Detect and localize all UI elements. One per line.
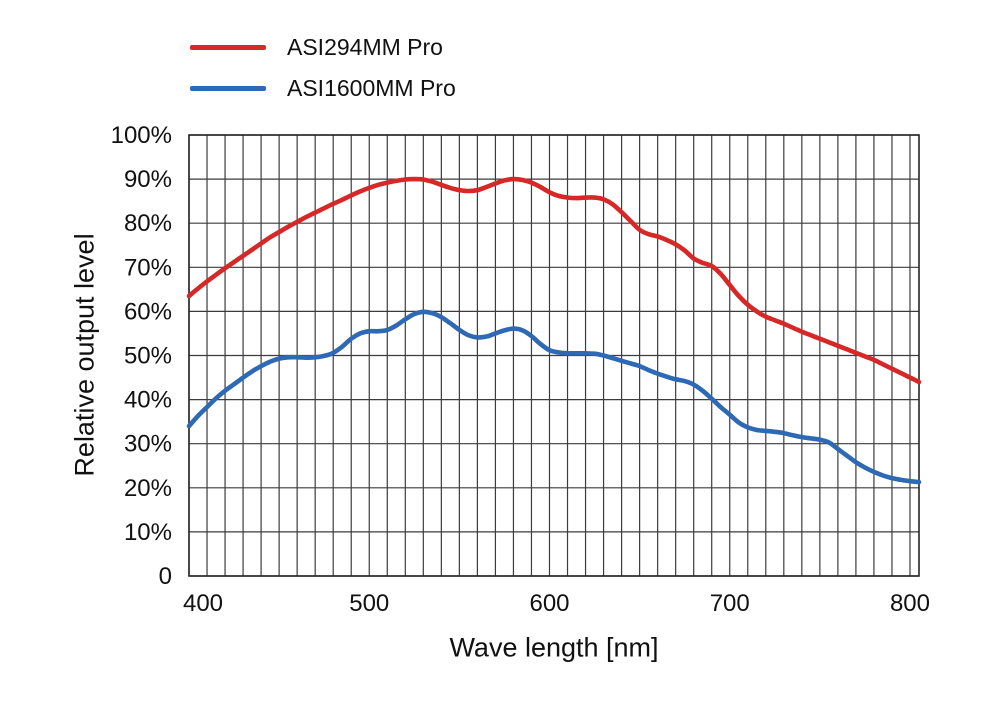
x-tick-label: 700 [710,590,750,617]
y-tick-label: 20% [124,475,172,502]
legend-label: ASI294MM Pro [287,34,443,60]
y-tick-label: 30% [124,431,172,458]
legend-item-asi1600mm-pro: ASI1600MM Pro [190,75,456,102]
legend: ASI294MM Pro ASI1600MM Pro [190,34,456,102]
legend-item-asi294mm-pro: ASI294MM Pro [190,34,456,61]
legend-line-blue [190,86,266,91]
series-line-asi1600mm-pro [186,309,922,485]
y-tick-label: 80% [124,210,172,237]
x-tick-label: 400 [183,590,223,617]
y-tick-label: 60% [124,298,172,325]
y-tick-label: 0 [159,563,172,590]
y-tick-label: 10% [124,519,172,546]
legend-label: ASI1600MM Pro [287,75,456,101]
x-axis-title: Wave length [nm] [449,632,659,663]
x-tick-label: 800 [890,590,930,617]
y-tick-label: 70% [124,254,172,281]
y-tick-label: 90% [124,166,172,193]
y-tick-label: 40% [124,387,172,414]
x-tick-label: 500 [349,590,389,617]
series-line-asi294mm-pro [186,176,922,385]
x-tick-label: 600 [529,590,569,617]
plot-border [188,134,920,577]
legend-line-red [190,45,266,50]
y-tick-label: 100% [111,122,172,149]
y-tick-label: 50% [124,343,172,370]
